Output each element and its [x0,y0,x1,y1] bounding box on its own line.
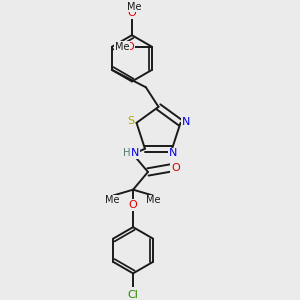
Text: O: O [128,8,136,19]
Text: Me: Me [146,195,161,205]
Text: Me: Me [115,42,129,52]
Text: O: O [126,42,135,52]
Text: Cl: Cl [128,290,139,300]
Text: S: S [128,116,135,126]
Text: N: N [169,148,177,158]
Text: N: N [131,148,139,158]
Text: O: O [129,200,137,210]
Text: H: H [123,148,131,158]
Text: N: N [182,117,190,127]
Text: O: O [171,163,180,173]
Text: Me: Me [105,195,120,205]
Text: Me: Me [127,2,141,12]
